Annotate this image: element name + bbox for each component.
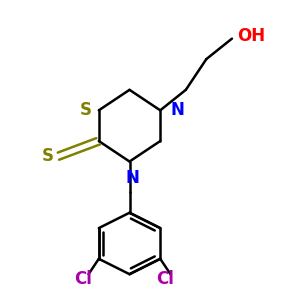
Text: N: N bbox=[125, 169, 139, 187]
Text: N: N bbox=[170, 101, 184, 119]
Text: S: S bbox=[42, 147, 54, 165]
Text: Cl: Cl bbox=[156, 270, 174, 288]
Text: OH: OH bbox=[237, 27, 265, 45]
Text: Cl: Cl bbox=[74, 270, 92, 288]
Text: S: S bbox=[80, 101, 92, 119]
